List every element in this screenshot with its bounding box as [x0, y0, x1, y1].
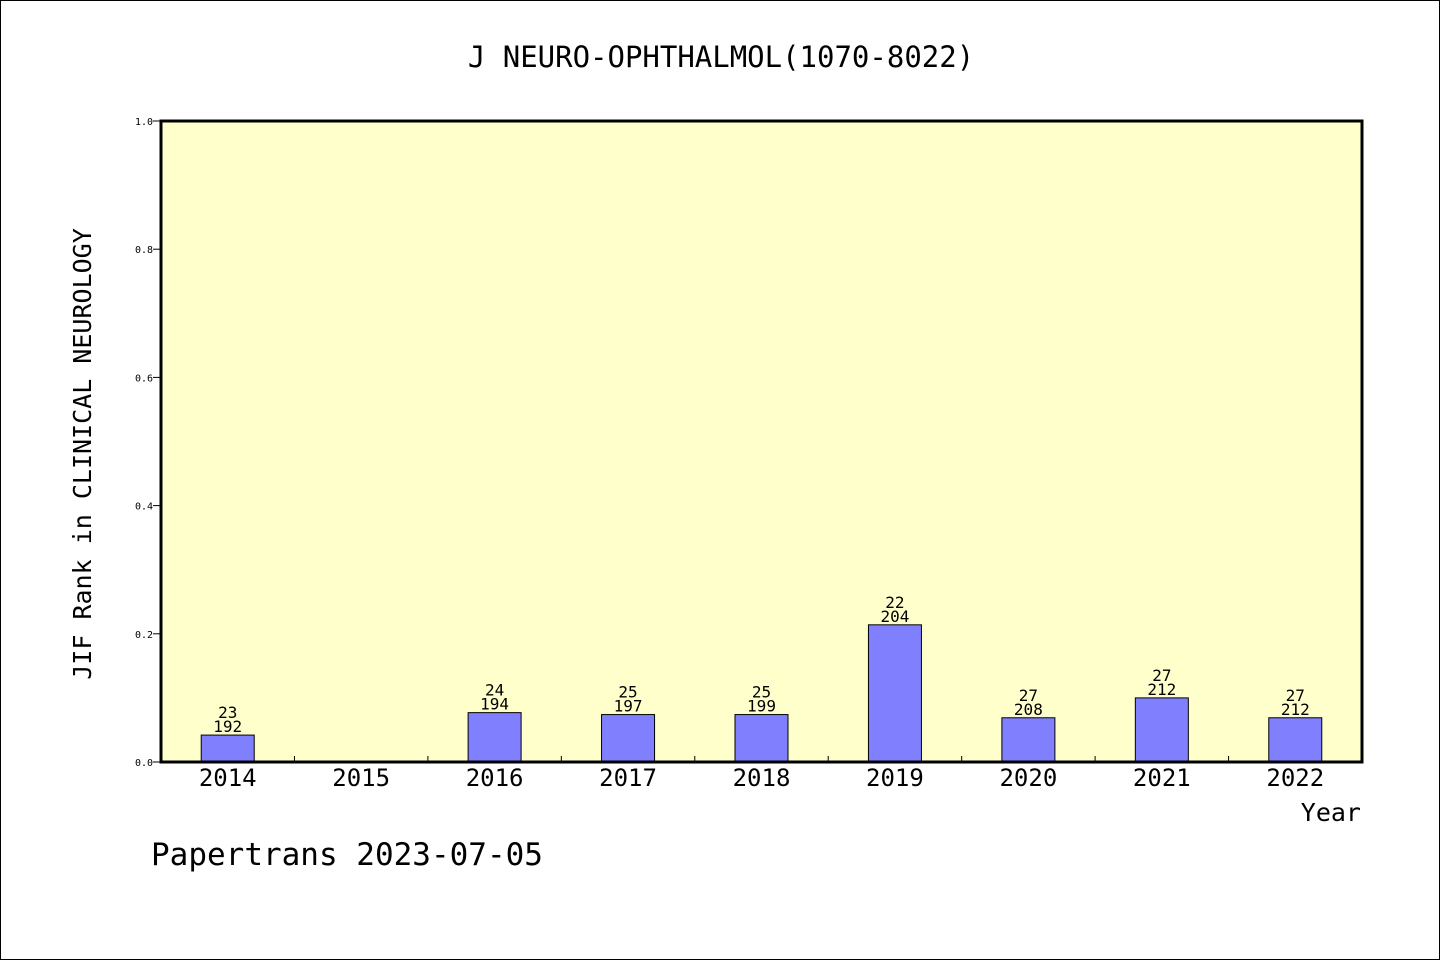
y-axis-title: JIF Rank in CLINICAL NEUROLOGY	[68, 228, 97, 680]
bar-2020	[1001, 717, 1056, 763]
plot-border	[159, 119, 1364, 764]
bar-2019	[867, 624, 922, 763]
plot-area	[161, 121, 1362, 762]
y-tick-label: 0.2	[135, 630, 153, 641]
x-tick-label: 2020	[999, 764, 1057, 792]
bar-rank-label: 25	[618, 683, 637, 702]
bar-rank-label: 22	[885, 593, 904, 612]
bar-rank-label: 25	[752, 683, 771, 702]
bar-total-label: 194	[480, 695, 509, 714]
y-axis: 0.0 0.2 0.4 0.6 0.8 1.0	[135, 117, 161, 769]
x-axis-labels: 2014 2015 2016 2017 2018 2019 2020 2021 2022	[199, 764, 1324, 792]
bar-total-label: 197	[614, 697, 643, 716]
bar-2016	[467, 712, 522, 763]
x-tick-label: 2016	[466, 764, 524, 792]
y-tick-label: 0.0	[135, 758, 153, 769]
bar-total-label: 204	[880, 607, 909, 626]
bars-group	[200, 624, 1323, 763]
bar-total-label: 208	[1014, 700, 1043, 719]
bar-total-label: 199	[747, 697, 776, 716]
x-tick-label: 2015	[332, 764, 390, 792]
bar-2021	[1134, 697, 1189, 763]
x-tick-label: 2019	[866, 764, 924, 792]
x-tick-label: 2014	[199, 764, 257, 792]
bar-rank-label: 27	[1152, 666, 1171, 685]
bar-total-label: 192	[213, 717, 242, 736]
y-tick-label: 0.6	[135, 373, 153, 384]
bar-2022	[1268, 717, 1323, 763]
bar-rank-label: 27	[1286, 686, 1305, 705]
x-tick-label: 2018	[733, 764, 791, 792]
x-tick-label: 2017	[599, 764, 657, 792]
y-tick-label: 0.4	[135, 502, 153, 513]
bar-2017	[601, 714, 656, 763]
chart-title: J NEURO-OPHTHALMOL(1070-8022)	[468, 40, 974, 74]
watermark-text: Papertrans 2023-07-05	[151, 837, 543, 873]
x-axis-title: Year	[1301, 798, 1361, 827]
bar-2018	[734, 714, 789, 763]
bar-rank-label: 23	[218, 703, 237, 722]
bar-total-label: 212	[1147, 680, 1176, 699]
y-tick-label: 1.0	[135, 117, 153, 128]
bar-rank-label: 24	[485, 681, 504, 700]
x-tick-label: 2021	[1133, 764, 1191, 792]
x-tick-label: 2022	[1266, 764, 1324, 792]
bar-rank-label: 27	[1019, 686, 1038, 705]
bar-total-label: 212	[1281, 700, 1310, 719]
bar-2014	[200, 734, 255, 763]
y-tick-label: 0.8	[135, 245, 153, 256]
